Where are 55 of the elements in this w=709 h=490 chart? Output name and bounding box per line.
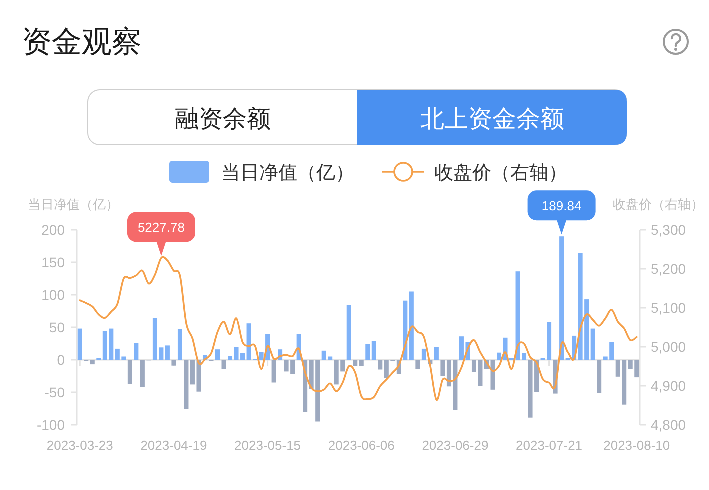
x-tick-label: 2023-06-29 [422, 438, 489, 453]
bar [416, 360, 420, 370]
bar [497, 352, 502, 360]
legend-label: 收盘价（右轴） [434, 163, 568, 184]
y2-tick-label: 5,000 [651, 339, 686, 355]
bar [597, 360, 602, 394]
bar [422, 348, 426, 360]
text: 融资余额 [174, 106, 271, 133]
x-tick-label: 2023-06-06 [328, 438, 395, 453]
y-tick-label: -100 [36, 417, 66, 433]
bar [590, 328, 596, 360]
y-tick-label: 0 [57, 352, 66, 368]
bar [378, 360, 383, 370]
y2-tick-label: 4,800 [651, 417, 686, 433]
bar [178, 329, 182, 360]
bar [90, 360, 95, 365]
y-tick-label: 100 [42, 287, 66, 303]
bar [440, 360, 446, 376]
x-tick-label: 2023-05-15 [234, 438, 302, 453]
bar [184, 360, 189, 410]
y-axis-title: 当日净值（亿） [28, 197, 119, 212]
bar [372, 341, 376, 360]
annotation: 5227.78 [138, 220, 185, 236]
bar [78, 328, 82, 360]
y2-tick-label: 5,100 [651, 300, 686, 316]
bar [434, 347, 439, 360]
bar [366, 344, 370, 360]
legend-label: 当日净值（亿） [222, 163, 354, 184]
bar [228, 356, 233, 360]
y-tick-label: 200 [42, 222, 66, 238]
y2-axis-title: 收盘价（右轴） [613, 197, 704, 212]
x-tick-label: 2023-07-21 [516, 438, 583, 453]
bar [165, 346, 170, 360]
x-tick-label: 2023-04-19 [140, 438, 208, 453]
callout: 189.84 [528, 190, 596, 235]
bar [560, 236, 564, 360]
x-tick-label: 2023-08-10 [604, 438, 670, 453]
bar [346, 305, 352, 360]
callout: 5227.78 [127, 212, 196, 256]
chart-title: 资金观察 [22, 26, 142, 59]
y-tick-label: -50 [44, 384, 66, 400]
bar [216, 350, 220, 360]
y2-tick-label: 5,300 [651, 222, 686, 238]
y-tick-label: 150 [42, 254, 66, 270]
text: 北上资金余额 [420, 106, 564, 133]
x-tick-label: 2023-03-23 [46, 438, 114, 453]
y2-tick-label: 5,200 [651, 261, 686, 277]
bar [409, 292, 414, 360]
bar [134, 343, 139, 360]
y2-tick-label: 4,900 [651, 378, 686, 394]
bar [222, 360, 226, 370]
bar [353, 360, 358, 366]
y-tick-label: 50 [49, 320, 66, 336]
bar [128, 360, 132, 384]
bar [272, 360, 276, 383]
